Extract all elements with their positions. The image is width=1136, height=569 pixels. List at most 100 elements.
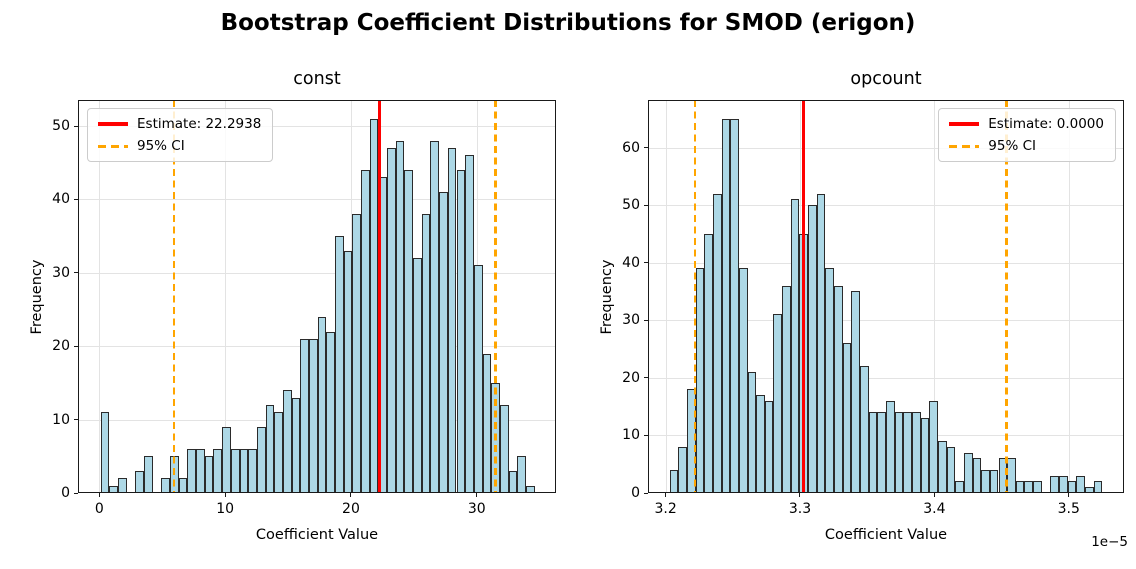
- y-tick-mark: [74, 198, 78, 200]
- histogram-bar: [782, 285, 791, 493]
- y-tick-label: 0: [61, 485, 70, 501]
- histogram-bar: [894, 412, 904, 493]
- histogram-bar: [989, 469, 999, 493]
- histogram-bar: [334, 236, 344, 493]
- histogram-bar: [721, 118, 731, 493]
- histogram-bar: [730, 118, 739, 493]
- histogram-bar: [404, 170, 414, 493]
- histogram-bar: [178, 478, 188, 493]
- x-tick-label: 10: [216, 501, 235, 517]
- histogram-bar: [239, 448, 249, 493]
- histogram-bar: [456, 170, 466, 493]
- y-tick-label: 30: [622, 312, 640, 329]
- histogram-bar: [1015, 481, 1025, 493]
- x-tick-mark: [476, 493, 478, 497]
- histogram-bar: [738, 268, 748, 493]
- histogram-bar: [413, 258, 422, 493]
- axes-const: const Coefficient Value Frequency Estima…: [29, 69, 556, 543]
- axis-offset-label: 1e−5: [1091, 534, 1128, 550]
- histogram-bar: [213, 448, 223, 493]
- y-tick-label: 0: [631, 485, 640, 501]
- histogram-bar: [317, 316, 327, 493]
- y-tick-mark: [644, 492, 648, 494]
- x-tick-label: 3.2: [654, 501, 677, 517]
- histogram-bar: [248, 448, 257, 493]
- histogram-bar: [282, 390, 292, 493]
- histogram-bar: [274, 412, 283, 493]
- histogram-bar: [256, 426, 266, 493]
- y-tick-label: 30: [52, 264, 70, 281]
- histogram-bar: [300, 338, 309, 493]
- figure-title: Bootstrap Coefficient Distributions for …: [220, 10, 916, 36]
- legend: Estimate: 0.0000 95% CI: [938, 108, 1116, 162]
- histogram-bar: [868, 412, 878, 493]
- histogram-bar: [773, 314, 783, 493]
- histogram-bar: [387, 148, 396, 493]
- y-gridline: [648, 205, 1124, 207]
- y-gridline: [648, 147, 1124, 149]
- histogram-bar: [135, 470, 145, 493]
- ci-upper-line: [494, 100, 497, 493]
- y-tick-label: 10: [52, 411, 70, 428]
- histogram-bar: [1007, 458, 1016, 493]
- legend-ci-label: 95% CI: [137, 138, 185, 154]
- histogram-bar: [981, 469, 990, 493]
- y-tick-mark: [644, 434, 648, 436]
- histogram-bar: [1093, 481, 1103, 493]
- subplot-title-const: const: [293, 69, 341, 89]
- histogram-bar: [1059, 475, 1068, 493]
- y-tick-mark: [644, 319, 648, 321]
- histogram-bar: [790, 199, 800, 493]
- histogram-bar: [816, 193, 826, 493]
- histogram-bar: [1076, 475, 1086, 493]
- histogram-bar: [144, 456, 153, 493]
- histogram-bar: [421, 214, 431, 493]
- y-tick-mark: [74, 125, 78, 127]
- histogram-bar: [465, 155, 474, 493]
- histogram-bar: [230, 448, 240, 493]
- x-tick-mark: [799, 493, 801, 497]
- histogram-bar: [499, 404, 509, 493]
- histogram-bar: [712, 193, 722, 493]
- y-tick-mark: [644, 377, 648, 379]
- histogram-bar: [473, 265, 483, 493]
- x-tick-label: 3.5: [1057, 501, 1080, 517]
- histogram-bar: [343, 250, 353, 493]
- subplot-title-opcount: opcount: [850, 69, 922, 89]
- x-tick-mark: [350, 493, 352, 497]
- y-tick-label: 40: [622, 254, 640, 271]
- y-tick-label: 20: [622, 369, 640, 386]
- x-tick-mark: [98, 493, 100, 497]
- y-tick-label: 40: [52, 191, 70, 208]
- ci-line-swatch-icon: [949, 144, 980, 148]
- histogram-bar: [196, 448, 205, 493]
- estimate-line: [378, 100, 382, 493]
- histogram-bar: [100, 412, 110, 493]
- y-tick-mark: [644, 147, 648, 148]
- ci-lower-line: [693, 100, 697, 493]
- histogram-bar: [1067, 481, 1077, 493]
- legend-entry-ci: 95% CI: [949, 138, 1104, 154]
- legend: Estimate: 22.2938 95% CI: [87, 108, 274, 162]
- x-axis-label: Coefficient Value: [255, 527, 379, 543]
- y-tick-mark: [74, 492, 78, 494]
- histogram-bar: [842, 343, 852, 493]
- x-gridline: [934, 100, 936, 493]
- histogram-bar: [508, 470, 518, 493]
- y-tick-mark: [74, 272, 78, 274]
- histogram-bar: [929, 400, 938, 493]
- histogram-bar: [678, 446, 687, 493]
- legend-ci-label: 95% CI: [988, 138, 1036, 154]
- histogram-bar: [704, 233, 713, 493]
- ci-line-swatch-icon: [98, 144, 128, 148]
- histogram-bar: [903, 412, 912, 493]
- histogram-bar: [308, 338, 318, 493]
- estimate-line-swatch-icon: [98, 122, 128, 126]
- axes-opcount: opcount Coefficient Value Frequency 1e−5…: [599, 69, 1128, 550]
- y-gridline: [648, 377, 1124, 379]
- histogram-bar: [1024, 481, 1034, 493]
- x-tick-label: 3.3: [788, 501, 812, 517]
- histogram-bar: [747, 372, 757, 493]
- histogram-bar: [695, 268, 705, 493]
